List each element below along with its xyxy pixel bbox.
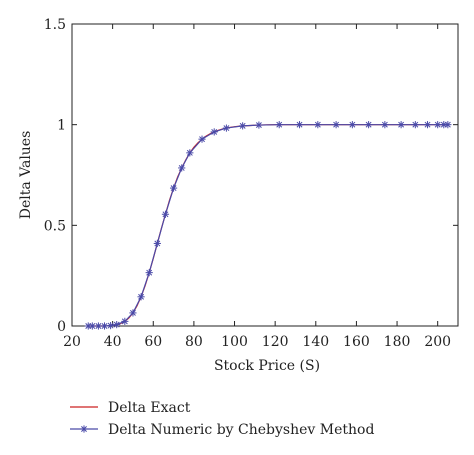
data-point-marker (275, 121, 283, 129)
data-point-marker (210, 128, 218, 136)
data-point-marker (255, 121, 263, 129)
data-point-marker (107, 321, 115, 330)
data-point-marker (88, 322, 96, 330)
data-point-marker (444, 121, 452, 129)
y-tick-label: 1 (57, 118, 66, 134)
legend-label-1: Delta Exact (108, 400, 191, 416)
y-tick-label: 0 (57, 319, 66, 335)
data-point-marker (145, 269, 153, 277)
y-tick-label: 0.5 (44, 218, 66, 234)
x-tick-label: 100 (221, 334, 248, 350)
x-tick-label: 40 (104, 334, 122, 350)
x-tick-label: 180 (384, 334, 411, 350)
y-axis-title: Delta Values (18, 131, 34, 220)
data-point-marker (332, 121, 340, 129)
plot-frame (71, 23, 459, 327)
data-point-marker (153, 239, 161, 248)
data-point-marker (434, 121, 442, 129)
y-tick-label: 1.5 (44, 17, 66, 33)
legend-label-2: Delta Numeric by Chebyshev Method (108, 422, 374, 438)
x-tick-label: 80 (185, 334, 203, 350)
data-point-marker (423, 121, 432, 129)
data-point-marker (121, 317, 129, 325)
data-point-marker (169, 184, 178, 192)
data-point-marker (198, 135, 206, 143)
data-point-marker (411, 121, 419, 129)
data-point-marker (186, 149, 194, 157)
data-point-marker (397, 121, 405, 129)
data-point-marker (348, 121, 356, 129)
data-point-marker (94, 322, 103, 330)
x-axis-title: Stock Price (S) (214, 358, 320, 374)
x-tick-label: 20 (63, 334, 81, 350)
x-tick-label: 140 (302, 334, 329, 350)
series-layer (84, 121, 452, 330)
data-point-marker (222, 124, 230, 132)
data-point-marker (365, 121, 373, 129)
x-tick-label: 120 (262, 334, 289, 350)
data-point-marker (314, 121, 322, 129)
data-point-marker (129, 309, 137, 317)
axis-ticks: 20 40 60 80 100 120 140 160 180 200 0 0.5 1 1.5 (44, 17, 458, 350)
data-point-marker (137, 293, 145, 301)
legend-marker-2 (80, 425, 88, 433)
data-point-marker (381, 121, 389, 129)
data-point-marker (161, 210, 170, 218)
x-tick-label: 60 (144, 334, 162, 350)
data-point-marker (295, 121, 304, 129)
x-tick-label: 200 (424, 334, 451, 350)
data-point-marker (113, 320, 121, 329)
data-point-marker (239, 122, 247, 130)
x-tick-label: 160 (343, 334, 370, 350)
legend: Delta Exact Delta Numeric by Chebyshev Me… (70, 400, 374, 438)
data-point-marker (178, 164, 186, 172)
data-point-marker (100, 322, 109, 330)
